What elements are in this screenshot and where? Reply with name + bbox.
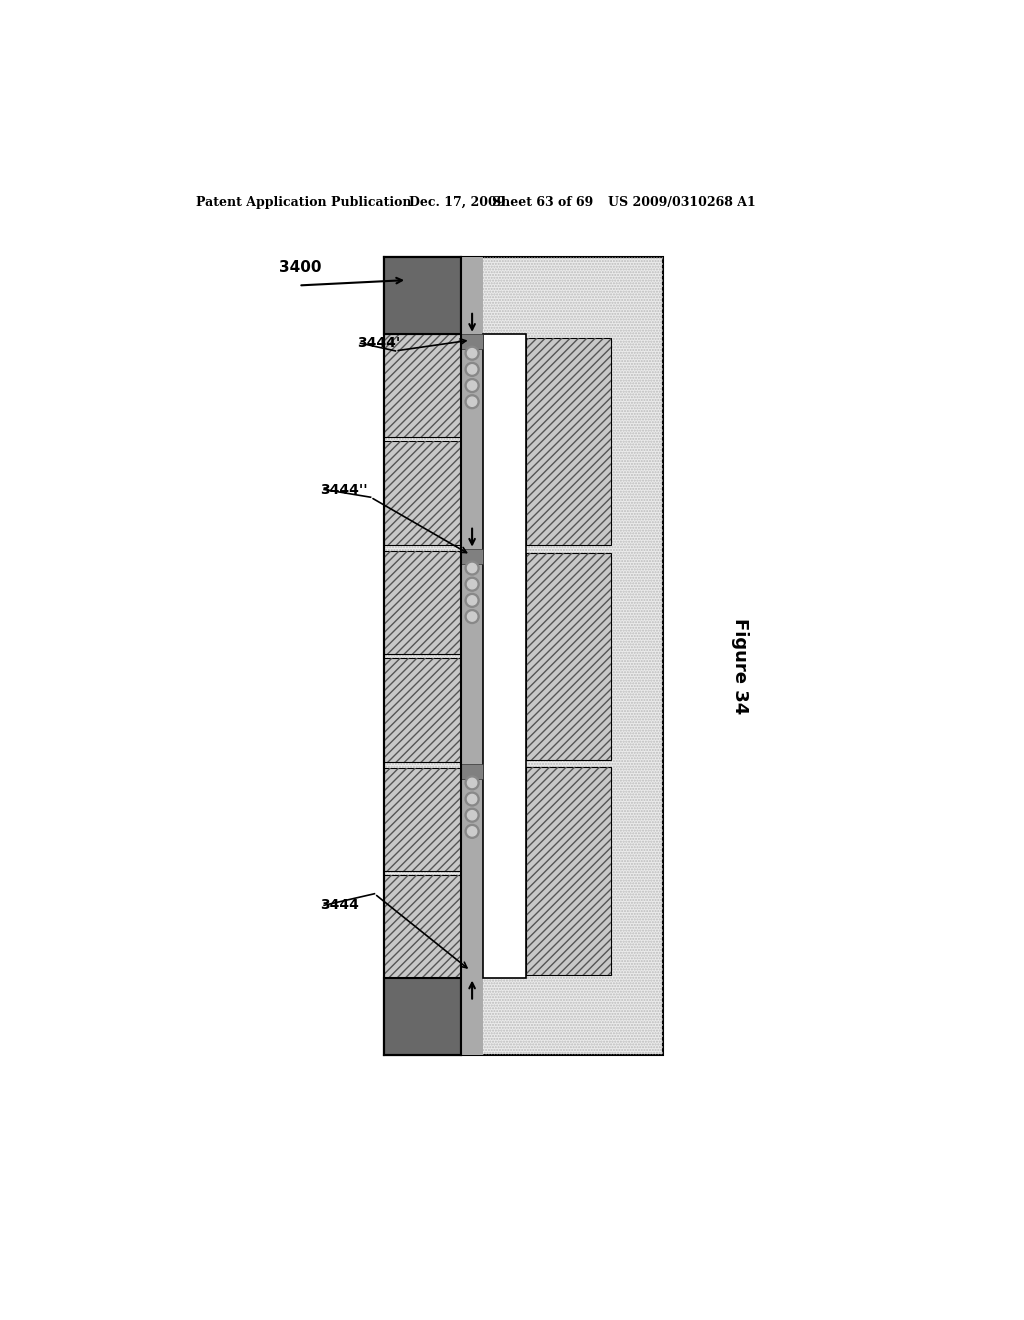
Text: 3400: 3400 bbox=[280, 260, 322, 276]
Bar bbox=[525, 767, 611, 974]
Circle shape bbox=[467, 564, 477, 573]
Bar bbox=[384, 768, 461, 871]
Bar bbox=[461, 763, 483, 779]
Text: Sheet 63 of 69: Sheet 63 of 69 bbox=[493, 195, 594, 209]
Bar bbox=[461, 334, 483, 350]
Circle shape bbox=[465, 561, 479, 576]
Circle shape bbox=[465, 594, 479, 607]
Circle shape bbox=[465, 346, 479, 360]
Circle shape bbox=[465, 825, 479, 838]
Bar bbox=[384, 257, 461, 334]
Circle shape bbox=[465, 363, 479, 376]
Bar bbox=[384, 441, 461, 545]
Bar bbox=[384, 550, 461, 655]
Text: Figure 34: Figure 34 bbox=[731, 619, 750, 714]
Text: Dec. 17, 2009: Dec. 17, 2009 bbox=[410, 195, 506, 209]
Circle shape bbox=[467, 779, 477, 788]
Circle shape bbox=[465, 808, 479, 822]
Bar bbox=[384, 441, 461, 545]
Bar bbox=[384, 550, 461, 655]
Circle shape bbox=[467, 579, 477, 589]
Text: 3444': 3444' bbox=[356, 337, 400, 350]
Bar bbox=[384, 659, 461, 762]
Bar bbox=[384, 334, 461, 437]
Bar bbox=[525, 553, 611, 760]
Circle shape bbox=[465, 379, 479, 392]
Circle shape bbox=[465, 792, 479, 807]
Bar bbox=[384, 768, 461, 871]
Circle shape bbox=[467, 826, 477, 836]
Bar bbox=[384, 875, 461, 978]
Circle shape bbox=[467, 795, 477, 804]
Bar bbox=[384, 257, 663, 1056]
Bar bbox=[461, 549, 483, 564]
Circle shape bbox=[465, 610, 479, 623]
Circle shape bbox=[465, 577, 479, 591]
Circle shape bbox=[467, 595, 477, 605]
Bar bbox=[384, 334, 461, 437]
Text: US 2009/0310268 A1: US 2009/0310268 A1 bbox=[608, 195, 757, 209]
Circle shape bbox=[467, 612, 477, 622]
Bar bbox=[483, 334, 525, 978]
Circle shape bbox=[465, 776, 479, 789]
Bar bbox=[461, 257, 483, 1056]
Circle shape bbox=[467, 348, 477, 358]
Bar bbox=[525, 338, 611, 545]
Bar bbox=[384, 659, 461, 762]
Text: Patent Application Publication: Patent Application Publication bbox=[197, 195, 412, 209]
Bar bbox=[525, 338, 611, 545]
Text: 3444: 3444 bbox=[321, 899, 359, 912]
Bar bbox=[384, 978, 461, 1056]
Bar bbox=[525, 767, 611, 974]
Circle shape bbox=[467, 381, 477, 391]
Text: 3444'': 3444'' bbox=[321, 483, 368, 496]
Bar bbox=[384, 257, 663, 1056]
Circle shape bbox=[465, 395, 479, 409]
Bar bbox=[525, 553, 611, 760]
Circle shape bbox=[467, 810, 477, 820]
Bar bbox=[384, 875, 461, 978]
Circle shape bbox=[467, 364, 477, 374]
Circle shape bbox=[467, 397, 477, 407]
